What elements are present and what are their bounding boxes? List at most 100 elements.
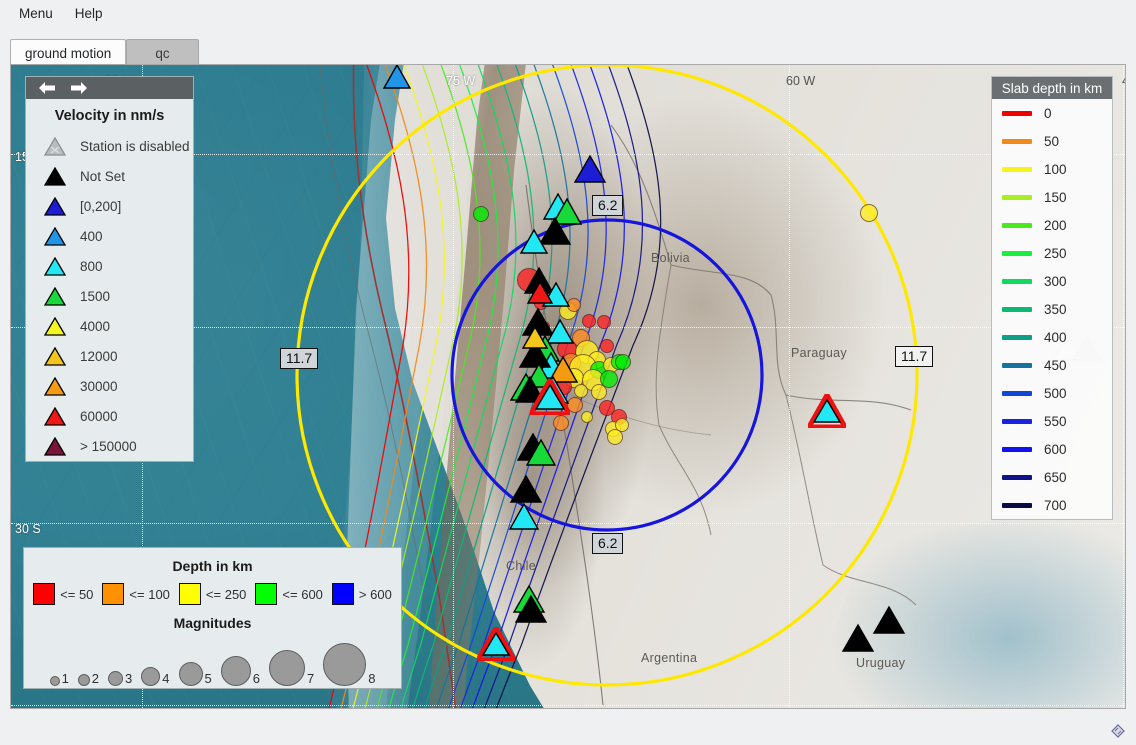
- slab-contour-line: [376, 65, 481, 708]
- magnitude-legend-items: 1 2 3 4 5 6 7 8: [24, 643, 401, 686]
- station-marker-triangle[interactable]: [477, 627, 515, 661]
- slab-contour-line: [412, 65, 535, 708]
- station-marker-triangle[interactable]: [518, 339, 552, 369]
- tab-qc[interactable]: qc: [126, 39, 199, 66]
- earthquake-event-marker[interactable]: [581, 411, 593, 423]
- station-marker-triangle[interactable]: [547, 355, 579, 384]
- depth-legend-item[interactable]: <= 250: [178, 583, 246, 605]
- velocity-legend-row[interactable]: [0,200]: [26, 191, 193, 221]
- slab-depth-legend-row[interactable]: 350: [992, 295, 1112, 323]
- magnitude-legend-item[interactable]: 2: [77, 672, 99, 686]
- map-canvas[interactable]: 90 W75 W60 W4515 S30 S BoliviaParaguayCh…: [11, 65, 1125, 708]
- magnitude-legend-item[interactable]: 3: [108, 671, 132, 686]
- slab-depth-label: 150: [1044, 189, 1067, 205]
- station-marker-triangle[interactable]: [382, 65, 412, 90]
- station-marker-triangle[interactable]: [808, 394, 846, 428]
- slab-depth-legend-row[interactable]: 150: [992, 183, 1112, 211]
- slab-depth-legend-row[interactable]: 600: [992, 435, 1112, 463]
- station-marker-triangle[interactable]: [841, 623, 875, 653]
- earthquake-event-marker[interactable]: [599, 400, 615, 416]
- earthquake-event-marker[interactable]: [597, 315, 611, 329]
- slab-depth-legend-row[interactable]: 650: [992, 463, 1112, 491]
- velocity-legend-row[interactable]: 12000: [26, 341, 193, 371]
- velocity-legend-row[interactable]: Not Set: [26, 161, 193, 191]
- station-marker-triangle[interactable]: [514, 375, 546, 404]
- station-marker-triangle[interactable]: [551, 197, 583, 226]
- map-frame[interactable]: 90 W75 W60 W4515 S30 S BoliviaParaguayCh…: [10, 64, 1126, 709]
- arrow-left-icon[interactable]: [38, 81, 56, 95]
- station-marker-triangle[interactable]: [573, 154, 607, 184]
- magnitude-legend-item[interactable]: 7: [268, 650, 314, 686]
- earthquake-event-marker[interactable]: [607, 429, 623, 445]
- earthquake-event-marker[interactable]: [591, 384, 607, 400]
- depth-legend-item[interactable]: > 600: [331, 583, 392, 605]
- slab-depth-legend-panel[interactable]: Slab depth in km 0 50 100 150 200 250 300 350 40…: [991, 76, 1113, 520]
- station-marker-triangle[interactable]: [521, 325, 549, 350]
- station-marker-triangle[interactable]: [526, 280, 554, 305]
- station-marker-triangle[interactable]: [538, 216, 572, 246]
- slab-depth-label: 700: [1044, 497, 1067, 513]
- slab-depth-legend-row[interactable]: 450: [992, 351, 1112, 379]
- earthquake-event-marker[interactable]: [615, 418, 629, 432]
- station-triangle-icon: [44, 376, 66, 396]
- station-marker-triangle[interactable]: [530, 379, 570, 415]
- slab-depth-legend-row[interactable]: 0: [992, 99, 1112, 127]
- earthquake-event-marker[interactable]: [567, 397, 583, 413]
- menu-item-menu[interactable]: Menu: [19, 6, 53, 21]
- velocity-legend-row[interactable]: > 150000: [26, 431, 193, 461]
- earthquake-event-marker[interactable]: [600, 370, 618, 388]
- magnitude-legend-item[interactable]: 8: [323, 643, 375, 686]
- velocity-legend-row[interactable]: 30000: [26, 371, 193, 401]
- arrow-right-icon[interactable]: [70, 81, 88, 95]
- depth-magnitude-legend-panel[interactable]: Depth in km <= 50 <= 100 <= 250 <= 600 > 600…: [23, 547, 402, 689]
- earthquake-event-marker[interactable]: [600, 339, 614, 353]
- slab-depth-legend-row[interactable]: 550: [992, 407, 1112, 435]
- earthquake-event-marker[interactable]: [473, 206, 489, 222]
- slab-depth-legend-row[interactable]: 500: [992, 379, 1112, 407]
- station-marker-triangle[interactable]: [509, 474, 543, 504]
- tab-ground-motion[interactable]: ground motion: [10, 39, 127, 66]
- slab-depth-legend-row[interactable]: 50: [992, 127, 1112, 155]
- slab-depth-legend-row[interactable]: 100: [992, 155, 1112, 183]
- earthquake-event-marker[interactable]: [574, 384, 588, 398]
- slab-depth-legend-row[interactable]: 200: [992, 211, 1112, 239]
- magnitude-legend-item[interactable]: 5: [178, 662, 212, 686]
- velocity-legend-row[interactable]: 60000: [26, 401, 193, 431]
- velocity-legend-panel[interactable]: Velocity in nm/s Station is disabled Not …: [25, 76, 194, 462]
- slab-depth-legend-row[interactable]: 300: [992, 267, 1112, 295]
- coordinate-label: 30 S: [15, 522, 41, 536]
- slab-depth-label: 350: [1044, 301, 1067, 317]
- magnitude-value-label: 4: [162, 671, 170, 686]
- slab-depth-legend-row[interactable]: 400: [992, 323, 1112, 351]
- magnitude-legend-item[interactable]: 6: [220, 656, 260, 686]
- earthquake-event-marker[interactable]: [860, 204, 878, 222]
- velocity-legend-row[interactable]: 4000: [26, 311, 193, 341]
- earthquake-event-marker[interactable]: [582, 314, 596, 328]
- station-marker-triangle[interactable]: [514, 594, 548, 624]
- slab-contour-line: [364, 65, 463, 708]
- slab-depth-label: 500: [1044, 385, 1067, 401]
- velocity-legend-row[interactable]: 1500: [26, 281, 193, 311]
- resize-grip-icon[interactable]: [1106, 719, 1128, 741]
- depth-legend-item[interactable]: <= 100: [102, 583, 170, 605]
- menu-item-help[interactable]: Help: [74, 6, 103, 21]
- velocity-legend-row[interactable]: 400: [26, 221, 193, 251]
- earthquake-event-marker[interactable]: [615, 354, 631, 370]
- magnitude-legend-item[interactable]: 1: [49, 672, 69, 686]
- slab-contour-line: [340, 65, 428, 708]
- velocity-legend-row[interactable]: 800: [26, 251, 193, 281]
- station-marker-triangle[interactable]: [545, 318, 575, 345]
- velocity-legend-row[interactable]: Station is disabled: [26, 131, 193, 161]
- station-marker-triangle[interactable]: [872, 605, 906, 635]
- magnitude-legend-item[interactable]: 4: [141, 667, 170, 686]
- status-bar: [0, 709, 1136, 745]
- station-marker-triangle[interactable]: [508, 502, 540, 531]
- velocity-legend-items: Station is disabled Not Set [0,200] 400 800 1…: [26, 131, 193, 461]
- slab-depth-legend-row[interactable]: 700: [992, 491, 1112, 519]
- station-marker-triangle[interactable]: [519, 228, 549, 255]
- depth-legend-item[interactable]: <= 600: [255, 583, 323, 605]
- depth-legend-item[interactable]: <= 50: [33, 583, 93, 605]
- station-marker-triangle[interactable]: [525, 438, 557, 467]
- earthquake-event-marker[interactable]: [553, 415, 569, 431]
- slab-depth-legend-row[interactable]: 250: [992, 239, 1112, 267]
